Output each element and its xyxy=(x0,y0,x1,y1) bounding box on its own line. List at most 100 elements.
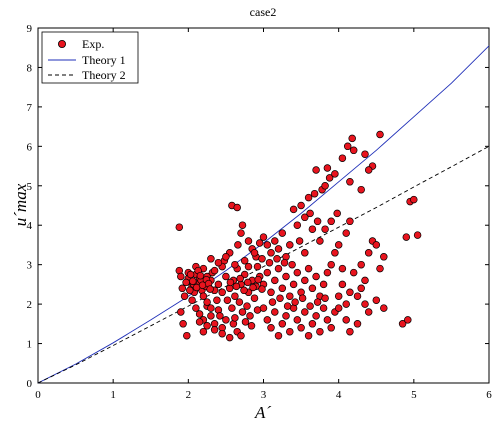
exp-data-point xyxy=(321,182,329,190)
exp-data-point xyxy=(231,260,239,269)
exp-data-point xyxy=(398,320,407,328)
exp-data-point xyxy=(263,316,272,324)
exp-data-point xyxy=(327,217,335,226)
exp-data-point xyxy=(404,316,412,324)
exp-data-point xyxy=(240,256,249,265)
exp-data-point xyxy=(331,170,339,178)
exp-data-point xyxy=(282,312,290,320)
exp-data-point xyxy=(222,316,230,324)
exp-data-point xyxy=(357,260,365,269)
x-tick-label: 3 xyxy=(261,389,267,401)
exp-data-point xyxy=(304,193,313,202)
exp-data-point xyxy=(372,241,381,249)
exp-data-point xyxy=(276,294,284,302)
exp-data-point xyxy=(319,280,328,289)
exp-data-point xyxy=(321,294,329,302)
exp-data-point xyxy=(306,302,314,310)
exp-data-point xyxy=(188,296,196,304)
x-tick-label: 0 xyxy=(35,389,41,401)
exp-data-point xyxy=(380,253,388,261)
exp-data-point xyxy=(237,229,245,237)
chart-title: case2 xyxy=(250,5,277,19)
exp-data-point xyxy=(213,296,221,304)
data-points xyxy=(175,130,422,342)
y-tick-label: 3 xyxy=(27,260,33,272)
exp-data-point xyxy=(183,331,191,340)
exp-data-point xyxy=(361,300,369,308)
x-tick-label: 2 xyxy=(186,389,192,401)
exp-data-point xyxy=(301,213,309,222)
legend-label-theory2: Theory 2 xyxy=(82,68,126,82)
exp-data-point xyxy=(258,255,266,263)
exp-data-point xyxy=(348,134,356,143)
exp-data-point xyxy=(334,241,343,249)
exp-data-point xyxy=(226,278,235,287)
exp-data-point xyxy=(349,268,358,277)
exp-data-point xyxy=(192,304,200,312)
exp-data-point xyxy=(178,284,187,293)
exp-data-point xyxy=(207,312,215,320)
exp-data-point xyxy=(313,298,322,306)
exp-data-point xyxy=(236,274,244,283)
y-tick-label: 2 xyxy=(27,299,33,311)
exp-data-point xyxy=(267,288,275,297)
exp-data-point xyxy=(316,327,324,336)
exp-data-point xyxy=(250,294,259,302)
y-tick-label: 9 xyxy=(27,23,33,35)
exp-data-point xyxy=(297,324,305,332)
exp-data-point xyxy=(210,266,219,275)
axis-ticks: 0 1 2 3 4 5 6 0 1 2 3 4 5 6 7 8 9 xyxy=(27,23,493,401)
exp-data-point xyxy=(372,296,381,304)
exp-data-point xyxy=(238,221,247,229)
exp-data-point xyxy=(268,298,277,306)
exp-data-point xyxy=(206,285,214,293)
exp-data-point xyxy=(231,314,239,322)
exp-data-point xyxy=(274,245,283,253)
exp-data-point xyxy=(342,300,350,308)
exp-data-point xyxy=(273,255,281,263)
exp-data-point xyxy=(186,270,195,279)
exp-data-point xyxy=(283,302,292,310)
exp-data-point xyxy=(297,201,305,210)
exp-data-point xyxy=(177,308,185,316)
y-tick-label: 0 xyxy=(27,378,33,390)
exp-data-point xyxy=(278,320,287,328)
exp-data-point xyxy=(308,225,317,233)
exp-data-point xyxy=(199,327,208,336)
exp-data-point xyxy=(353,320,362,328)
exp-data-point xyxy=(280,258,289,267)
exp-data-point xyxy=(240,286,248,295)
exp-data-point xyxy=(334,292,343,300)
exp-data-point xyxy=(247,322,256,330)
exp-data-point xyxy=(222,253,230,261)
exp-data-point xyxy=(338,264,347,273)
exp-data-point xyxy=(346,178,354,186)
exp-data-point xyxy=(286,327,294,336)
exp-data-point xyxy=(233,203,241,212)
legend-label-exp: Exp. xyxy=(82,37,104,51)
exp-data-point xyxy=(291,298,299,306)
exp-data-point xyxy=(241,318,250,326)
exp-data-point xyxy=(310,189,319,198)
exp-data-point xyxy=(244,237,253,245)
exp-data-point xyxy=(254,275,262,284)
exp-data-point xyxy=(293,316,302,324)
legend: Exp. Theory 1 Theory 2 xyxy=(41,31,139,84)
y-tick-label: 5 xyxy=(27,181,33,193)
exp-data-point xyxy=(214,258,223,267)
exp-data-point xyxy=(402,233,411,241)
exp-data-point xyxy=(246,312,254,320)
exp-data-point xyxy=(271,276,279,285)
x-tick-label: 6 xyxy=(486,389,492,401)
exp-data-point xyxy=(258,285,266,293)
exp-data-point xyxy=(364,166,373,174)
exp-data-point xyxy=(289,205,298,214)
exp-data-point xyxy=(333,209,341,218)
exp-data-point xyxy=(357,185,365,194)
exp-data-point xyxy=(301,308,309,316)
exp-data-point xyxy=(342,229,350,237)
exp-data-point xyxy=(237,331,245,340)
exp-data-point xyxy=(228,304,236,312)
exp-data-point xyxy=(265,258,274,267)
